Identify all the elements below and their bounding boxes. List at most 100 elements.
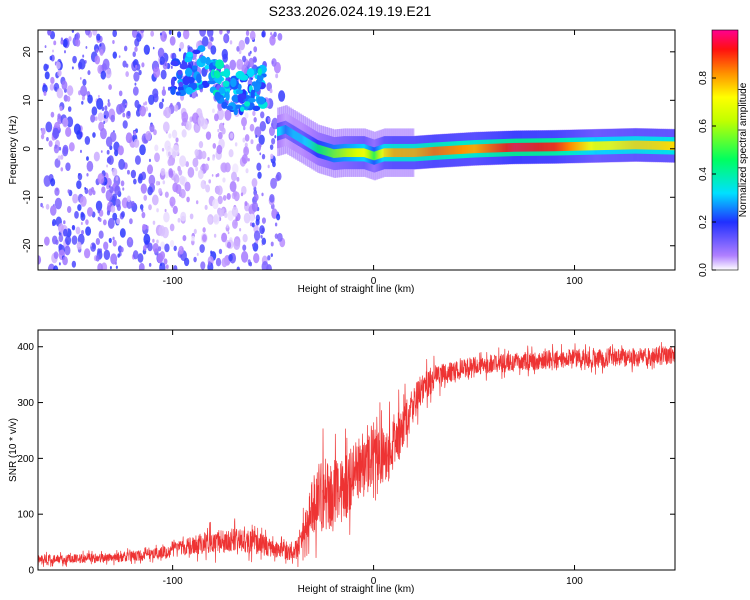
ridge-core	[637, 140, 640, 150]
noise-blob	[104, 181, 107, 185]
ridge-core	[481, 144, 483, 153]
ridge-core	[622, 140, 625, 150]
noise-blob	[122, 120, 128, 129]
noise-blob	[96, 98, 104, 110]
noise-blob	[182, 30, 190, 40]
noise-blob	[120, 180, 125, 187]
noise-blob	[269, 35, 276, 46]
ridge-core	[594, 141, 597, 151]
ridge-core	[582, 141, 585, 151]
ridge-core	[550, 142, 552, 152]
ridge-core	[548, 142, 550, 152]
noise-blob	[173, 265, 178, 270]
noise-blob	[172, 182, 179, 193]
noise-blob	[108, 84, 112, 91]
ridge-core	[433, 146, 436, 156]
noise-blob	[112, 40, 115, 45]
noise-blob	[53, 265, 59, 270]
ridge-core	[553, 142, 555, 152]
noise-blob	[202, 234, 207, 243]
noise-blob	[97, 248, 101, 254]
snr-x-tick-label: -100	[163, 576, 183, 587]
high-band-blob	[251, 81, 258, 87]
ridge-core	[341, 148, 343, 158]
ridge-core	[302, 135, 304, 145]
noise-blob	[78, 173, 80, 176]
ridge-core	[612, 141, 615, 150]
ridge-core	[510, 143, 512, 152]
ridge-core	[376, 150, 379, 160]
noise-blob	[177, 217, 181, 223]
ridge-core	[351, 148, 353, 158]
noise-blob	[226, 192, 231, 200]
noise-blob	[247, 158, 250, 162]
noise-blob	[122, 187, 125, 191]
ridge-core	[379, 149, 382, 159]
ridge-core	[374, 151, 377, 161]
noise-blob	[141, 62, 145, 68]
ridge-core	[436, 146, 439, 156]
ridge-core	[608, 141, 611, 150]
ridge-core	[559, 142, 561, 152]
high-band-blob	[200, 55, 207, 64]
ridge-core	[458, 145, 461, 155]
ridge-core	[629, 140, 632, 150]
ridge-core	[666, 141, 669, 151]
ridge-core	[294, 130, 296, 140]
noise-blob	[232, 219, 238, 229]
ridge-core	[577, 141, 580, 151]
ridge-core	[373, 151, 376, 161]
noise-blob	[86, 156, 89, 161]
high-band-blob	[252, 105, 261, 112]
noise-blob	[85, 219, 89, 226]
noise-blob	[104, 105, 108, 111]
ridge-core	[602, 141, 605, 151]
ridge-core	[283, 125, 285, 135]
noise-blob	[90, 244, 92, 247]
noise-blob	[229, 180, 237, 193]
noise-blob	[44, 45, 47, 49]
noise-blob	[151, 194, 159, 206]
noise-blob	[241, 117, 247, 127]
noise-blob	[201, 52, 203, 55]
ridge-core	[601, 141, 604, 151]
ridge-core	[348, 148, 350, 158]
noise-blob	[267, 255, 271, 261]
noise-blob	[208, 179, 212, 184]
ridge-core	[293, 129, 295, 139]
noise-blob	[78, 58, 86, 70]
noise-blob	[260, 234, 263, 239]
ridge-core	[366, 149, 369, 159]
noise-blob	[170, 102, 173, 108]
noise-blob	[260, 111, 265, 119]
noise-blob	[161, 88, 167, 97]
noise-blob	[112, 51, 118, 59]
noise-blob	[229, 59, 237, 71]
ridge-core	[345, 148, 347, 158]
noise-blob	[269, 144, 274, 151]
ridge-core	[307, 138, 309, 148]
noise-blob	[134, 155, 141, 165]
ridge-core	[651, 140, 654, 150]
noise-blob	[125, 63, 129, 68]
noise-blob	[115, 198, 121, 208]
noise-blob	[132, 250, 139, 260]
noise-blob	[58, 234, 64, 243]
noise-blob	[253, 253, 260, 264]
noise-blob	[80, 211, 85, 218]
ridge-core	[560, 142, 562, 152]
ridge-core	[672, 141, 675, 151]
noise-blob	[53, 40, 57, 46]
ridge-core	[414, 148, 417, 157]
noise-blob	[172, 205, 178, 215]
high-band-blob	[186, 51, 194, 58]
noise-blob	[145, 130, 152, 141]
noise-blob	[229, 132, 234, 139]
ridge-core	[467, 144, 469, 154]
ridge-core	[534, 142, 536, 152]
noise-blob	[160, 31, 167, 42]
ridge-core	[297, 132, 299, 142]
ridge-core	[499, 143, 501, 153]
ridge-core	[280, 126, 282, 136]
